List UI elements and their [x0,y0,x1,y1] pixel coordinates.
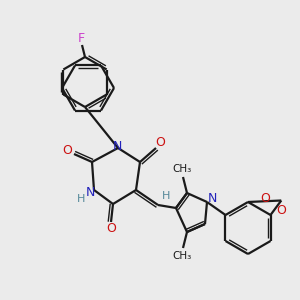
Text: N: N [207,193,217,206]
Text: O: O [261,192,271,205]
Text: O: O [155,136,165,149]
Text: CH₃: CH₃ [172,251,192,261]
Text: CH₃: CH₃ [172,164,192,174]
Text: N: N [112,140,122,154]
Text: N: N [85,185,95,199]
Text: O: O [106,223,116,236]
Text: F: F [77,32,85,44]
Text: H: H [162,191,170,201]
Text: O: O [62,145,72,158]
Text: O: O [276,204,286,217]
Text: H: H [77,194,85,204]
